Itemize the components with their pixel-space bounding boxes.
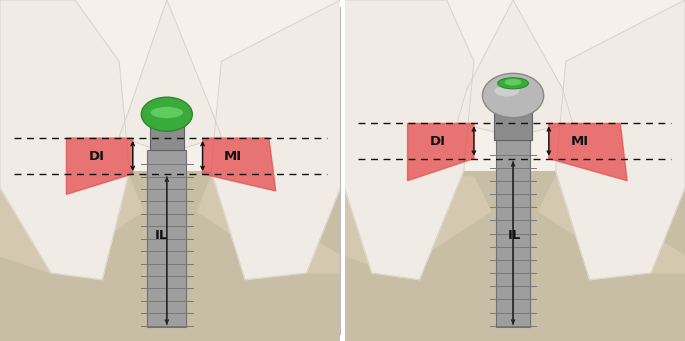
- Ellipse shape: [482, 73, 544, 118]
- Text: IL: IL: [155, 229, 169, 242]
- Ellipse shape: [141, 97, 192, 131]
- Text: MI: MI: [571, 135, 588, 148]
- Bar: [495, 109, 532, 140]
- Polygon shape: [211, 0, 340, 280]
- Polygon shape: [0, 0, 129, 280]
- Polygon shape: [538, 177, 685, 273]
- Polygon shape: [0, 170, 143, 273]
- Ellipse shape: [505, 79, 521, 86]
- Text: DI: DI: [430, 135, 446, 148]
- Ellipse shape: [150, 106, 184, 118]
- Polygon shape: [549, 123, 627, 181]
- Text: MI: MI: [224, 150, 242, 163]
- Bar: [496, 140, 530, 327]
- Bar: [345, 170, 685, 341]
- Polygon shape: [408, 123, 474, 181]
- Polygon shape: [119, 0, 221, 153]
- Bar: [147, 150, 186, 327]
- Polygon shape: [197, 177, 340, 273]
- Text: DI: DI: [89, 150, 105, 163]
- Polygon shape: [556, 0, 685, 280]
- Text: IL: IL: [508, 229, 521, 242]
- Polygon shape: [457, 0, 573, 136]
- Polygon shape: [345, 170, 491, 273]
- Polygon shape: [66, 138, 133, 194]
- Ellipse shape: [495, 86, 519, 97]
- Bar: [0, 170, 340, 341]
- Polygon shape: [345, 0, 474, 280]
- Bar: [150, 126, 184, 150]
- Ellipse shape: [498, 78, 528, 89]
- Polygon shape: [203, 138, 276, 191]
